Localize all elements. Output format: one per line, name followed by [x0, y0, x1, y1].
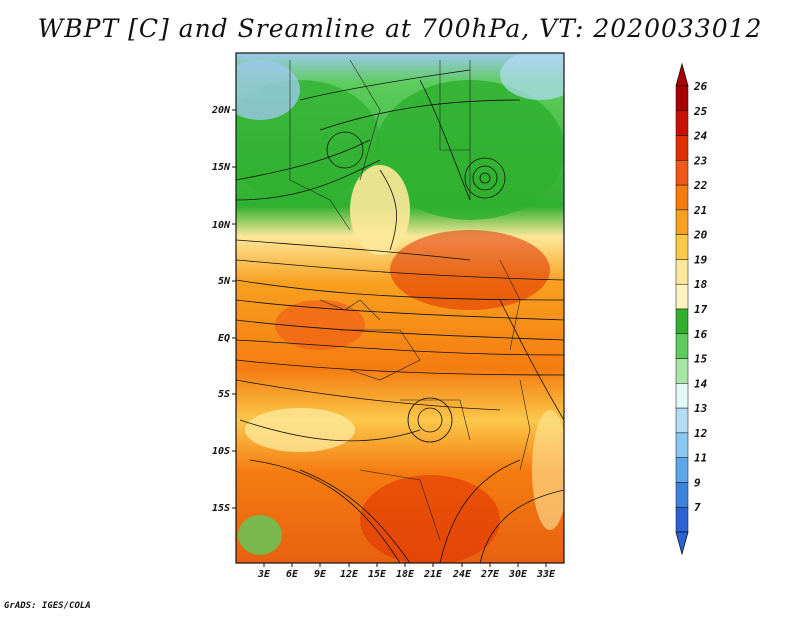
colorbar-cell: [675, 135, 689, 161]
colorbar-cell: [675, 482, 689, 508]
lat-label: 10N: [212, 220, 231, 231]
colorbar-label: 15: [694, 353, 708, 366]
map-title: WBPT [C] and Sreamline at 700hPa, VT: 20…: [37, 14, 763, 43]
lon-label: 21E: [423, 569, 443, 580]
colorbar: 26 25 24 23 22 21 20 19 18 17 16 15 14 13 12 11 9 7: [675, 62, 708, 556]
map-field: [236, 53, 564, 563]
colorbar-label: 18: [694, 278, 708, 291]
lon-label: 18E: [396, 569, 415, 580]
latitude-axis: 20N 15N 10N 5N EQ 5S 10S 15S: [211, 105, 231, 514]
streamlines: [236, 69, 564, 563]
colorbar-cell: [675, 110, 689, 136]
colorbar-label: 19: [694, 253, 708, 266]
colorbar-top-arrow: [675, 62, 689, 87]
cool-region-blob: [236, 60, 300, 120]
lon-label: 33E: [536, 569, 556, 580]
colorbar-label: 22: [693, 179, 708, 192]
lat-label: 20N: [211, 105, 231, 116]
warm-region-blob: [275, 300, 365, 350]
colorbar-cell: [675, 358, 689, 384]
colorbar-label: 11: [694, 452, 707, 465]
colorbar-cell: [675, 407, 689, 434]
colorbar-label: 20: [693, 229, 708, 242]
colorbar-cell: [675, 209, 689, 235]
warm-region-blob: [245, 408, 355, 452]
map-frame: [235, 52, 565, 564]
cool-region-blob: [500, 53, 564, 100]
lat-label: 15N: [212, 162, 231, 173]
colorbar-cell: [675, 457, 689, 483]
colorbar-label: 24: [693, 130, 708, 143]
cool-region-blob: [238, 515, 282, 555]
lat-label: 5S: [218, 389, 230, 400]
colorbar-cell: [675, 160, 689, 186]
colorbar-bottom-arrow: [675, 531, 689, 556]
warm-region-blob: [360, 475, 500, 563]
colorbar-cell: [675, 308, 689, 335]
colorbar-label: 9: [694, 476, 701, 489]
lat-label: 10S: [212, 446, 230, 457]
lon-label: 12E: [340, 569, 359, 580]
colorbar-label: 13: [694, 402, 708, 415]
colorbar-cell: [675, 506, 689, 533]
lon-label: 6E: [286, 569, 299, 580]
colorbar-label: 17: [694, 303, 708, 316]
lon-label: 3E: [257, 569, 271, 580]
lon-label: 24E: [452, 569, 472, 580]
longitude-axis: 3E 6E 9E 12E 15E 18E 21E 24E 27E 30E 33E: [257, 569, 556, 580]
lat-label: 15S: [212, 503, 230, 514]
colorbar-label: 25: [693, 105, 708, 118]
grads-credit: GrADS: IGES/COLA: [4, 601, 91, 611]
colorbar-cell: [675, 283, 689, 310]
lon-ticks: [263, 563, 547, 567]
colorbar-label: 7: [694, 501, 701, 514]
warm-region-blob: [532, 410, 564, 530]
colorbar-label: 14: [694, 377, 708, 390]
lon-label: 30E: [508, 569, 528, 580]
colorbar-label: 16: [694, 328, 708, 341]
warm-region-blob: [390, 230, 550, 310]
warm-region-blob: [350, 165, 410, 255]
colorbar-cell: [675, 333, 689, 359]
colorbar-label: 26: [693, 80, 708, 93]
colorbar-cell: [675, 432, 689, 458]
lon-label: 9E: [314, 569, 327, 580]
country-borders: [289, 59, 531, 541]
lon-label: 15E: [368, 569, 387, 580]
colorbar-cell: [675, 184, 689, 211]
lat-label: 5N: [218, 276, 231, 287]
lat-label: EQ: [218, 333, 230, 344]
colorbar-label: 23: [693, 154, 708, 167]
lon-label: 27E: [480, 569, 500, 580]
colorbar-label: 12: [694, 427, 708, 440]
lat-ticks: [232, 109, 236, 509]
colorbar-cell: [675, 259, 689, 285]
colorbar-label: 21: [693, 204, 707, 217]
colorbar-cell: [675, 234, 689, 260]
colorbar-cell: [675, 383, 689, 409]
colorbar-cell: [675, 85, 689, 112]
